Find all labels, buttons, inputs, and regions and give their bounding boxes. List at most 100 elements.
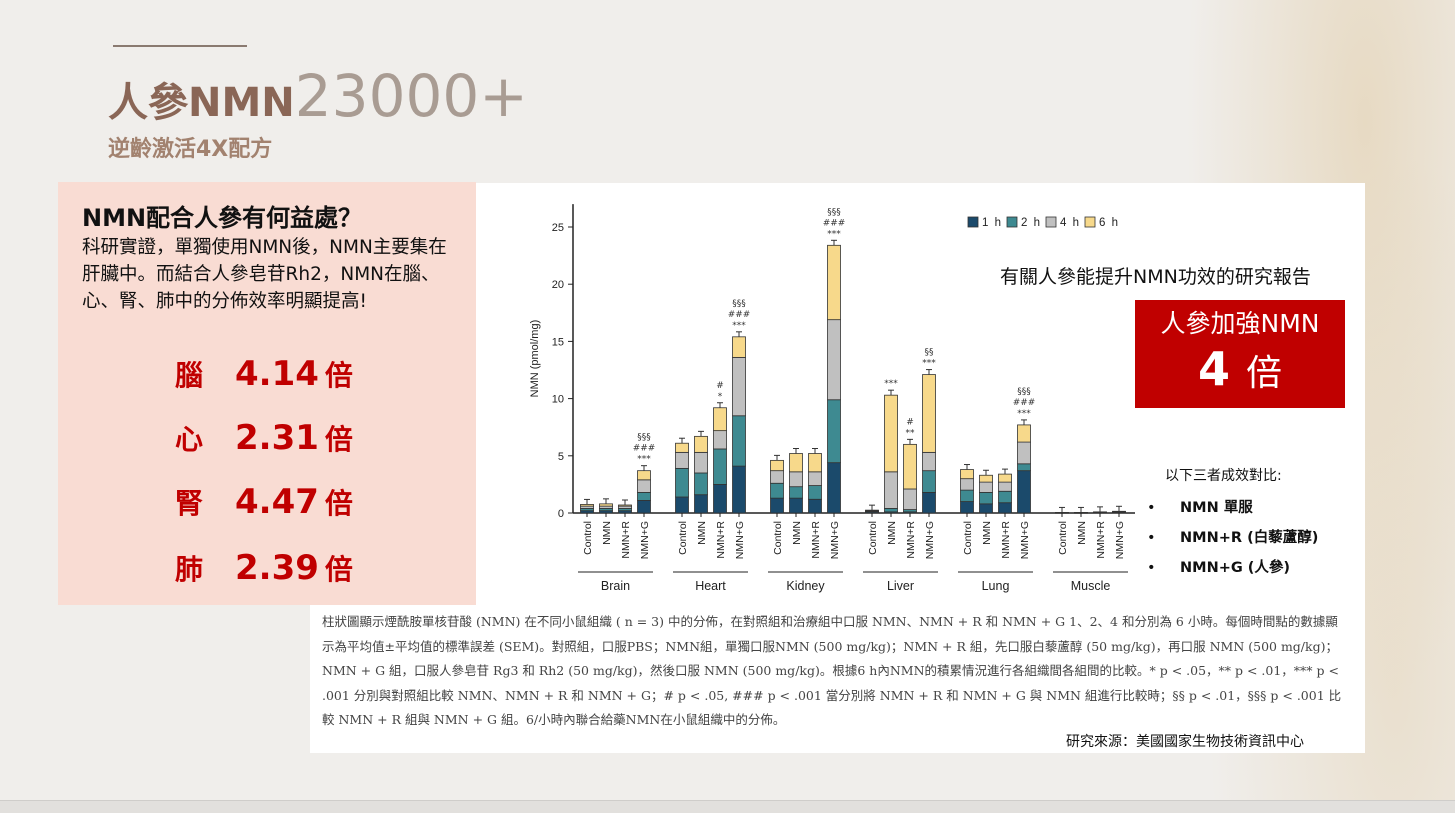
x-tick-label: NMN+G [639,521,651,559]
group-label: Heart [695,579,726,593]
bar-segment-2h [827,399,841,464]
multiplier-value: 4.47 [235,482,319,522]
x-tick-label: Control [1057,521,1069,555]
legend-label: 4 h [1060,217,1081,229]
bar-segment-1h [732,465,746,514]
legend-label: 2 h [1021,217,1042,229]
significance-marker: *** [637,455,651,465]
compare-label: NMN+R (白藜蘆醇) [1180,530,1319,546]
significance-marker: # [906,417,914,427]
bar-segment-4h [732,357,746,417]
x-tick-label: NMN [886,521,898,545]
x-tick-label: NMN [791,521,803,545]
y-tick-label: 20 [552,279,564,291]
x-tick-label: NMN [696,521,708,545]
bar-segment-1h [637,500,651,514]
significance-marker: ### [633,444,656,454]
bar-segment-6h [1055,512,1069,514]
highlight-line: 人參加強NMN [1160,309,1320,338]
organ-label: 腦 [175,359,204,392]
benefits-heading: NMN配合人參有何益處？ [82,204,363,232]
legend-label: 1 h [982,217,1003,229]
x-tick-label: Control [867,521,879,555]
multiplier-lung: 肺 2.39 倍 [175,548,353,588]
bar-segment-6h [1074,512,1088,514]
bar-segment-6h [1112,510,1126,513]
multiplier-unit: 倍 [324,423,353,456]
x-tick-label: NMN+G [734,521,746,559]
bar-segment-4h [827,319,841,401]
multiplier-heart: 心 2.31 倍 [175,418,353,458]
y-tick-label: 10 [552,394,564,406]
research-source: 研究來源：美國國家生物技術資訊中心 [1066,734,1304,750]
bar-segment-2h [884,508,898,513]
bullet: • [1147,500,1156,516]
x-tick-label: Control [962,521,974,555]
bar-segment-1h [713,483,727,514]
multiplier-unit: 倍 [324,553,353,586]
bar-segment-2h [694,472,708,496]
group-label: Brain [601,579,630,593]
significance-marker: * [718,392,723,402]
multiplier-brain: 腦 4.14 倍 [175,354,353,394]
bar-segment-4h [637,479,651,493]
caption-panel [310,605,1365,753]
benefits-panel: NMN配合人參有何益處？ 科研實證，單獨使用NMN後，NMN主要集在肝臟中。而結… [58,182,476,605]
x-tick-label: NMN [981,521,993,545]
bar-segment-6h [960,469,974,480]
group-label: Kidney [786,579,825,593]
figure-caption: 柱狀圖顯示煙酰胺單核苷酸 (NMN) 在不同小鼠組織 ( n = 3) 中的分佈… [322,614,1342,727]
significance-marker: ### [728,310,751,320]
bar-segment-6h [599,503,613,507]
bar-segment-6h [865,509,879,512]
bar-segment-4h [770,470,784,484]
x-tick-label: NMN+R [810,521,822,559]
group-label: Liver [887,579,914,593]
compare-item: • NMN+R (白藜蘆醇) [1147,526,1318,547]
y-tick-label: 25 [552,222,564,234]
significance-marker: *** [1017,409,1031,419]
bar-segment-6h [903,443,917,490]
multiplier-value: 4.14 [235,354,319,394]
significance-marker: §§§ [827,207,841,217]
bar-segment-6h [1017,424,1031,443]
bar-segment-6h [713,407,727,432]
bar-segment-4h [884,471,898,509]
bar-segment-1h [1017,470,1031,514]
organ-label: 腎 [175,487,204,520]
bar-segment-6h [637,470,651,481]
bar-segment-6h [998,473,1012,483]
bar-segment-6h [675,442,689,453]
bar-segment-6h [827,244,841,321]
bar-segment-4h [808,471,822,486]
bar-segment-2h [998,490,1012,504]
bar-segment-4h [713,430,727,450]
x-tick-label: NMN+R [1000,521,1012,559]
significance-marker: *** [827,229,841,239]
bar-segment-4h [694,451,708,474]
multiplier-kidney: 腎 4.47 倍 [175,482,353,522]
bar-segment-6h [884,394,898,473]
highlight-box: 人參加強NMN 4 倍 [1135,300,1345,408]
significance-marker: §§§ [1017,387,1031,397]
bar-segment-6h [580,504,594,507]
organ-label: 肺 [175,553,204,586]
highlight-number: 4 倍 [1135,342,1345,396]
x-tick-label: Control [677,521,689,555]
significance-marker: ### [823,218,846,228]
bar-segment-6h [694,435,708,453]
bar-segment-1h [922,492,936,514]
bar-segment-1h [998,502,1012,514]
bottom-bar [0,800,1455,813]
multiplier-value: 2.39 [235,548,319,588]
bar-segment-4h [998,481,1012,492]
bar-segment-2h [713,448,727,485]
compare-label: NMN 單服 [1180,500,1253,516]
bar-segment-1h [675,496,689,514]
y-tick-label: 15 [552,336,564,348]
bar-segment-2h [960,489,974,502]
significance-marker: §§§ [637,433,651,443]
significance-marker: ### [1013,398,1036,408]
y-axis-label: NMN (pmol/mg) [529,320,541,398]
bar-segment-2h [675,467,689,498]
